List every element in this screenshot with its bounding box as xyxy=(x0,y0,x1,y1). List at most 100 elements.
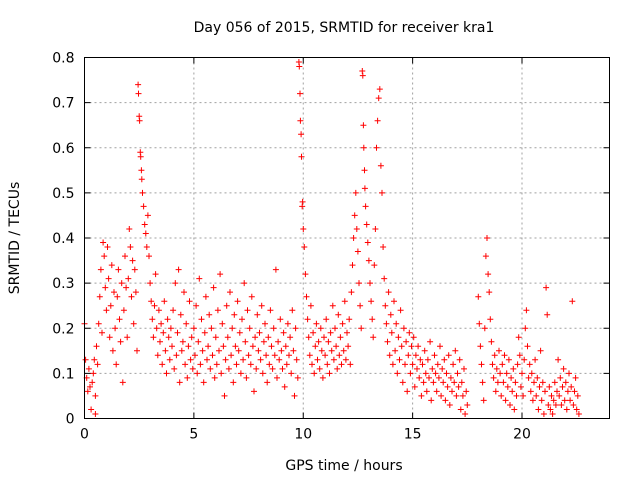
data-point xyxy=(101,253,108,260)
data-point xyxy=(155,307,162,314)
data-point xyxy=(242,338,249,345)
data-point xyxy=(117,338,124,345)
data-point xyxy=(89,379,96,386)
data-point xyxy=(223,302,230,309)
data-point xyxy=(440,379,447,386)
data-point xyxy=(296,63,303,70)
data-point xyxy=(454,370,461,377)
data-point xyxy=(213,361,220,368)
data-point xyxy=(287,334,294,341)
data-point xyxy=(107,302,114,309)
data-point xyxy=(385,289,392,296)
data-point xyxy=(572,374,579,381)
data-point xyxy=(126,226,133,232)
data-point xyxy=(212,334,219,341)
data-point xyxy=(351,212,358,219)
data-point xyxy=(290,347,297,354)
data-point xyxy=(150,334,157,341)
data-point xyxy=(354,248,361,255)
data-point xyxy=(288,370,295,377)
data-point xyxy=(424,356,431,363)
data-point xyxy=(82,356,89,363)
data-point xyxy=(94,361,101,368)
data-point xyxy=(289,307,296,314)
data-point xyxy=(318,347,325,354)
data-point xyxy=(346,316,353,323)
data-point xyxy=(451,379,458,386)
data-point xyxy=(87,383,93,390)
y-tick-label: 0.1 xyxy=(52,366,74,382)
data-point xyxy=(575,411,582,417)
data-point xyxy=(114,293,121,300)
data-point xyxy=(154,352,161,359)
data-point xyxy=(292,325,299,332)
data-point xyxy=(405,352,412,359)
data-point xyxy=(522,325,529,332)
y-tick-label: 0.5 xyxy=(52,186,74,202)
data-point xyxy=(208,325,215,332)
data-point xyxy=(251,388,257,395)
data-point xyxy=(144,212,151,219)
data-point xyxy=(498,392,505,399)
data-point xyxy=(356,280,362,287)
data-point xyxy=(280,329,287,336)
data-point xyxy=(138,167,145,174)
data-point xyxy=(113,361,120,368)
data-point xyxy=(99,329,105,336)
data-point xyxy=(519,370,525,377)
data-point xyxy=(361,167,368,174)
data-point xyxy=(493,365,500,372)
data-point xyxy=(194,370,201,377)
data-point xyxy=(222,356,229,363)
data-point xyxy=(254,311,261,318)
data-point xyxy=(571,388,578,395)
data-point xyxy=(314,356,321,363)
data-point xyxy=(197,361,204,368)
data-point xyxy=(449,388,455,395)
data-point xyxy=(227,289,233,296)
data-point xyxy=(84,388,91,395)
data-point xyxy=(552,402,559,408)
data-point xyxy=(555,356,562,363)
data-point xyxy=(325,338,332,345)
data-point xyxy=(135,90,142,97)
data-point xyxy=(546,383,553,390)
data-point xyxy=(302,271,309,278)
data-point xyxy=(347,361,354,368)
data-point xyxy=(410,334,417,341)
data-point xyxy=(319,374,326,381)
data-point xyxy=(342,356,349,363)
data-point xyxy=(305,334,312,341)
data-point xyxy=(450,361,457,368)
data-point xyxy=(422,370,429,377)
data-point xyxy=(298,153,305,160)
data-point xyxy=(562,379,569,386)
data-point xyxy=(423,388,430,395)
data-point xyxy=(487,316,494,323)
data-point xyxy=(386,352,393,359)
data-point xyxy=(344,329,350,336)
data-point xyxy=(239,316,245,323)
data-point xyxy=(345,343,352,350)
data-point xyxy=(186,298,193,305)
data-point xyxy=(372,226,379,232)
data-point xyxy=(138,176,145,183)
data-point xyxy=(548,392,555,399)
data-point xyxy=(195,338,202,345)
data-point xyxy=(234,298,241,305)
data-point xyxy=(248,293,255,300)
data-point xyxy=(389,361,396,368)
data-point xyxy=(429,365,436,372)
data-point xyxy=(501,352,508,359)
data-point xyxy=(283,361,290,368)
data-point xyxy=(491,352,498,359)
data-point xyxy=(335,311,342,318)
data-point xyxy=(204,356,210,363)
data-point xyxy=(558,402,565,408)
data-point xyxy=(557,374,564,381)
data-point xyxy=(523,307,530,314)
data-point xyxy=(442,397,449,404)
data-point xyxy=(111,289,117,296)
data-point xyxy=(399,379,406,386)
data-point xyxy=(106,334,113,341)
